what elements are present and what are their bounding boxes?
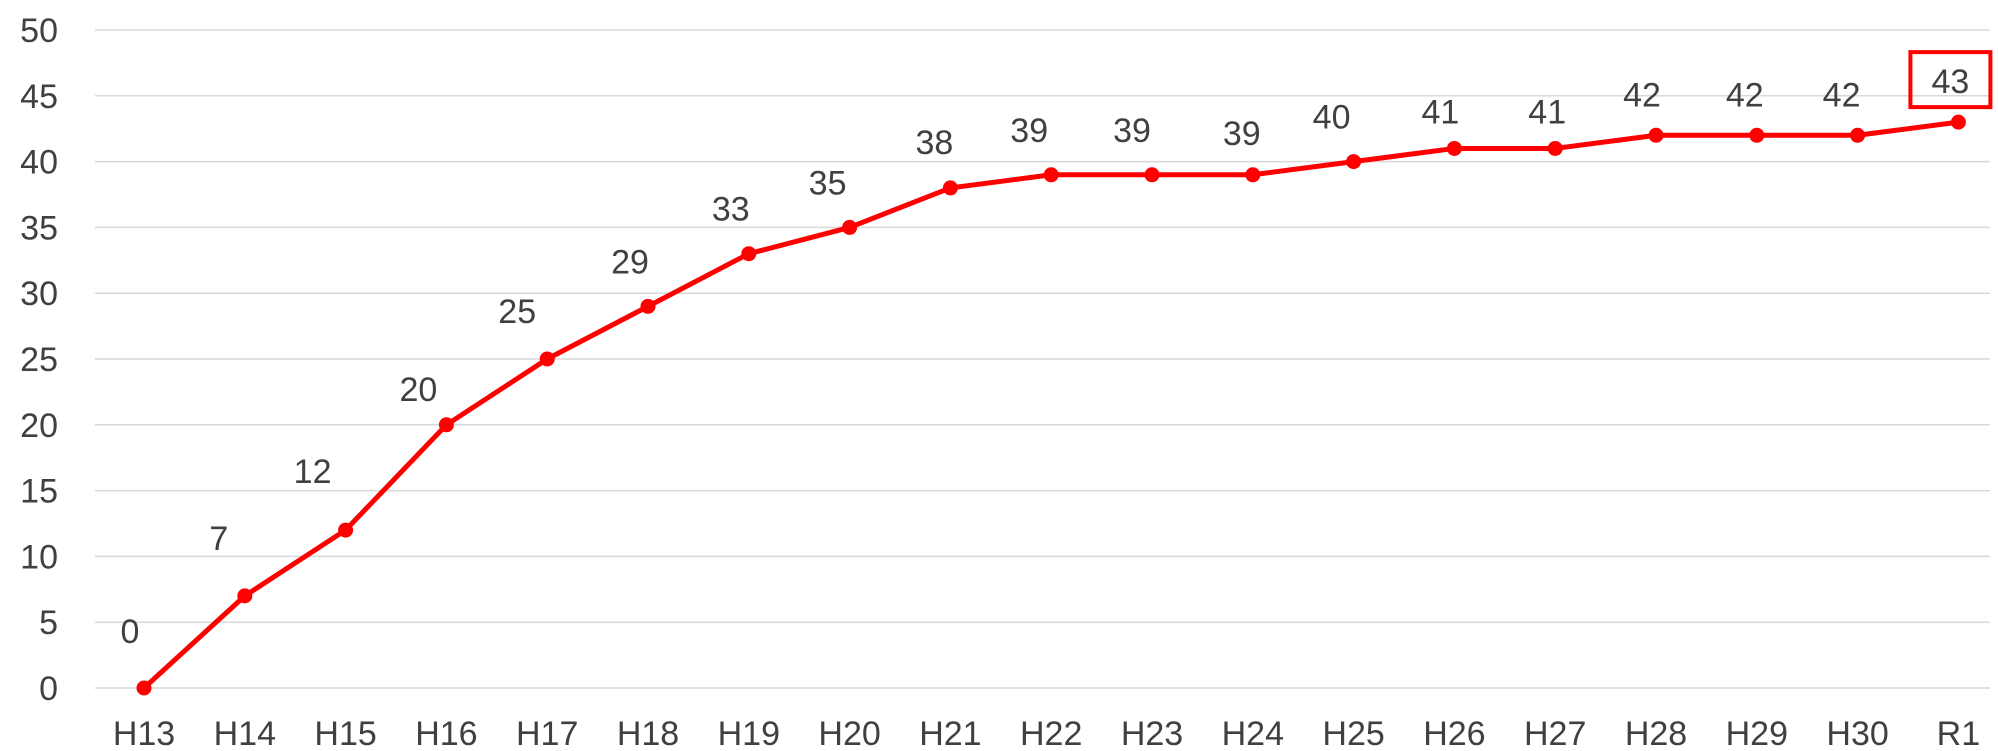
data-label: 42 [1823,76,1861,114]
x-tick-label: H24 [1222,715,1284,751]
data-label: 42 [1623,76,1661,114]
y-tick-label: 10 [20,538,58,576]
x-tick-label: H13 [113,715,175,751]
x-tick-label: H28 [1625,715,1687,751]
data-label: 33 [712,191,750,229]
x-tick-label: H15 [314,715,376,751]
x-tick-label: H16 [415,715,477,751]
x-tick-label: R1 [1937,715,1980,751]
y-axis-ticks: 0 5 10 15 20 25 30 35 40 45 50 [20,12,58,708]
x-tick-label: H14 [214,715,276,751]
x-tick-label: H20 [818,715,880,751]
data-label: 20 [399,371,437,409]
data-label: 41 [1421,93,1459,131]
data-label: 39 [1223,115,1261,153]
x-tick-label: H30 [1826,715,1888,751]
data-point [640,298,656,314]
x-tick-label: H17 [516,715,578,751]
data-point [1749,127,1765,143]
data-label: 39 [1113,112,1151,150]
data-label: 7 [209,520,228,558]
series-layer [136,114,1966,696]
y-tick-label: 5 [39,604,58,642]
y-tick-label: 50 [20,12,58,50]
data-point [1043,167,1059,183]
y-tick-label: 40 [20,144,58,182]
data-label: 41 [1528,93,1566,131]
data-point [1144,167,1160,183]
data-label: 38 [915,124,953,162]
x-tick-label: H19 [718,715,780,751]
y-tick-label: 20 [20,407,58,445]
x-tick-label: H27 [1524,715,1586,751]
data-point [1245,167,1261,183]
data-point [842,219,858,235]
y-tick-label: 45 [20,78,58,116]
data-label: 25 [498,293,536,331]
data-point [237,588,253,604]
highlight-box [1908,50,1993,110]
data-label: 0 [121,613,140,651]
data-point [1850,127,1866,143]
data-labels: 0 7 12 20 25 29 33 35 38 39 39 39 40 41 41 42 42 42 43 [121,50,1993,651]
data-point [1346,154,1362,170]
data-label: 40 [1313,99,1351,137]
data-point [136,680,152,696]
y-tick-label: 30 [20,275,58,313]
data-label: 35 [809,164,847,202]
data-point [1446,140,1462,156]
data-label: 39 [1010,112,1048,150]
x-tick-label: H22 [1020,715,1082,751]
data-label: 29 [611,243,649,281]
data-point [1648,127,1664,143]
y-tick-label: 35 [20,209,58,247]
y-tick-label: 15 [20,473,58,511]
x-tick-label: H21 [919,715,981,751]
x-tick-label: H25 [1322,715,1384,751]
gridlines [95,29,1990,689]
y-tick-label: 25 [20,341,58,379]
data-point [438,417,454,433]
y-tick-label: 0 [39,670,58,708]
data-label: 42 [1726,76,1764,114]
x-tick-label: H26 [1423,715,1485,751]
x-tick-label: H18 [617,715,679,751]
x-tick-label: H23 [1121,715,1183,751]
data-point [539,351,555,367]
data-label: 12 [294,453,332,491]
data-label: 43 [1931,63,1969,101]
data-point [338,522,354,538]
x-tick-label: H29 [1726,715,1788,751]
data-point [1950,114,1966,130]
data-point [741,246,757,262]
data-point [1547,140,1563,156]
data-point [942,180,958,196]
x-axis-ticks: H13 H14 H15 H16 H17 H18 H19 H20 H21 H22 H23 H24 H25 H… [113,715,1980,751]
